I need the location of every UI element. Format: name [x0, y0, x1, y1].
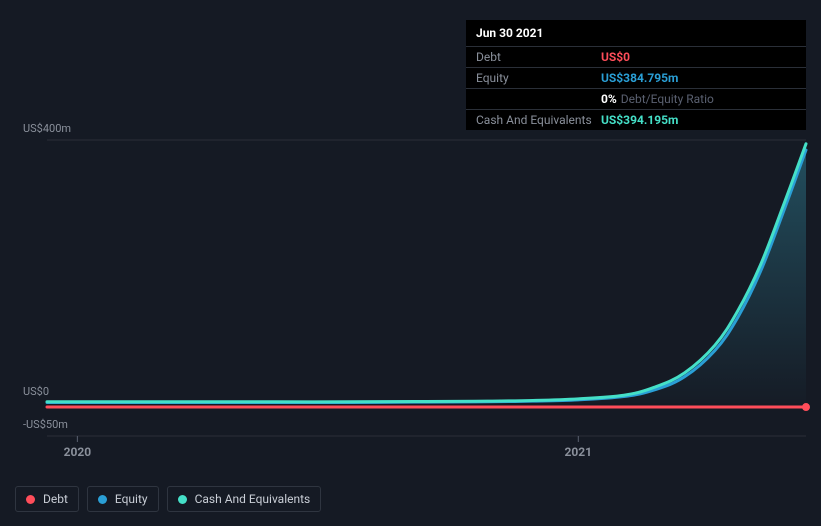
svg-text:2021: 2021: [565, 445, 593, 459]
svg-text:2020: 2020: [64, 445, 92, 459]
tooltip-row-value: US$0: [601, 50, 630, 64]
tooltip-row-value: US$384.795m: [601, 71, 678, 85]
legend-item-label: Equity: [115, 492, 148, 506]
tooltip-date: Jun 30 2021: [466, 20, 806, 47]
legend-item[interactable]: Cash And Equivalents: [167, 486, 322, 512]
chart-tooltip: Jun 30 2021 DebtUS$0EquityUS$384.795m0%D…: [466, 20, 806, 130]
tooltip-row-label: Equity: [476, 71, 601, 85]
legend-item[interactable]: Debt: [15, 486, 79, 512]
tooltip-row: DebtUS$0: [466, 47, 806, 68]
chart-legend: Debt Equity Cash And Equivalents: [15, 486, 321, 512]
chart-container: US$400m US$0 -US$50m 2020 2021 Jun 30 2021 D…: [0, 0, 821, 526]
tooltip-row-label: Debt: [476, 50, 601, 64]
legend-item-label: Debt: [43, 492, 68, 506]
svg-text:US$0: US$0: [23, 385, 49, 398]
legend-swatch-icon: [98, 495, 107, 504]
legend-item[interactable]: Equity: [87, 486, 159, 512]
tooltip-row-label: Cash And Equivalents: [476, 113, 601, 127]
legend-item-label: Cash And Equivalents: [195, 492, 311, 506]
tooltip-row-value: US$394.195m: [601, 113, 678, 127]
tooltip-row: EquityUS$384.795m: [466, 68, 806, 89]
legend-swatch-icon: [26, 495, 35, 504]
tooltip-row-value: 0%Debt/Equity Ratio: [601, 92, 714, 106]
svg-text:US$400m: US$400m: [23, 122, 71, 135]
tooltip-row: Cash And EquivalentsUS$394.195m: [466, 110, 806, 130]
tooltip-row: 0%Debt/Equity Ratio: [466, 89, 806, 110]
legend-swatch-icon: [178, 495, 187, 504]
svg-text:-US$50m: -US$50m: [23, 418, 68, 431]
